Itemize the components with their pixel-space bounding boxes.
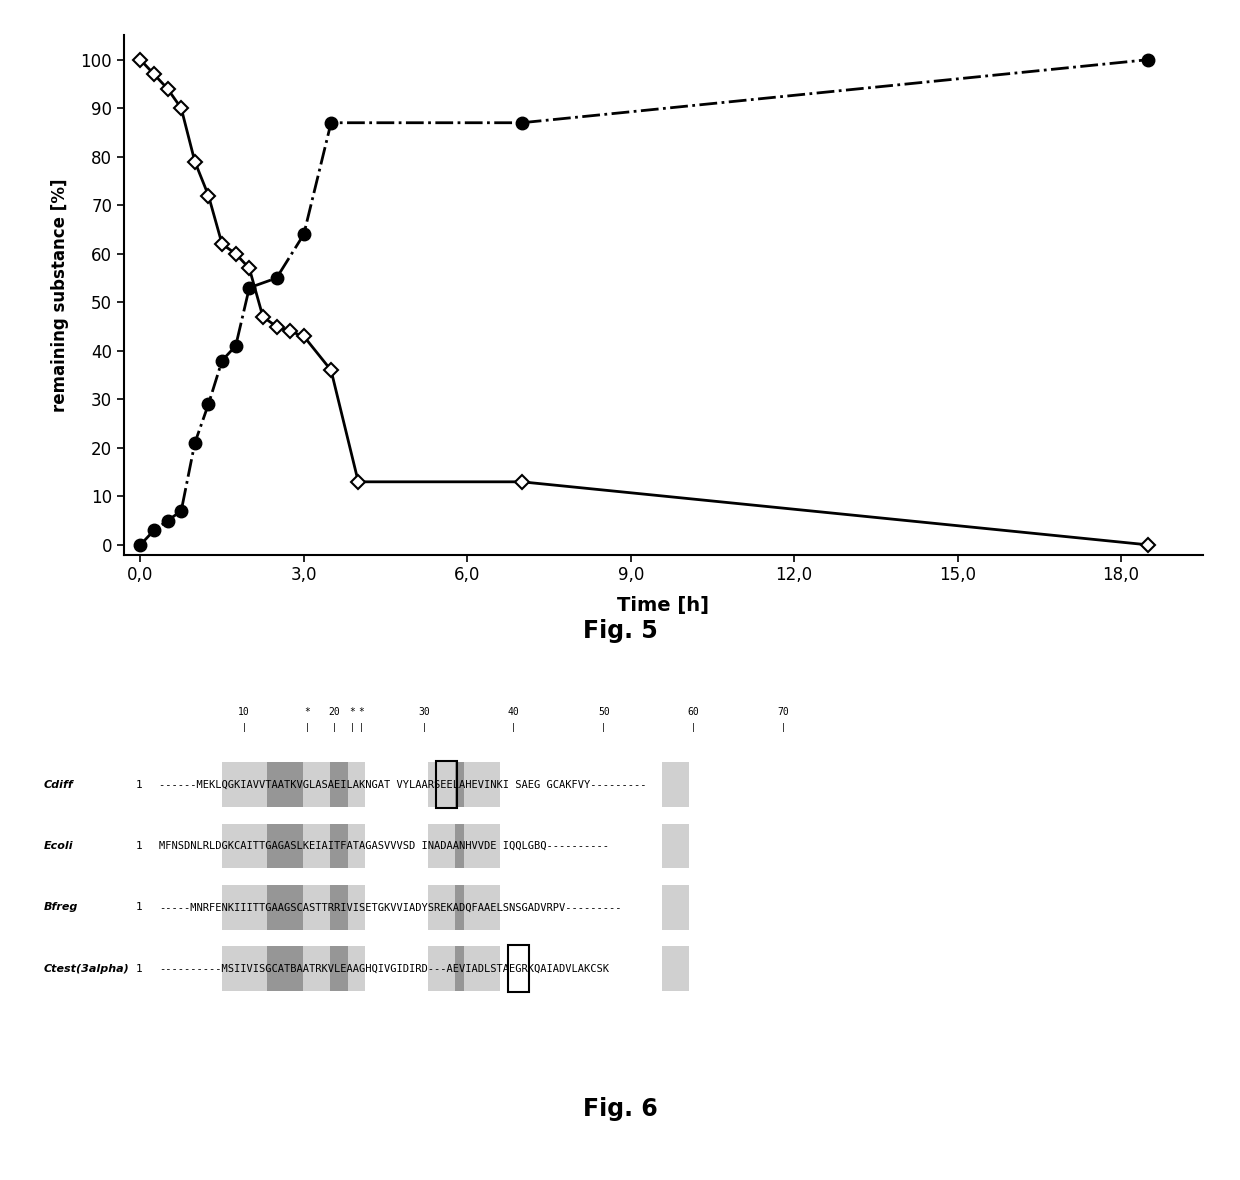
Text: Cdiff: Cdiff	[43, 780, 73, 789]
Text: Ctest(3alpha): Ctest(3alpha)	[43, 964, 129, 974]
Text: *: *	[350, 708, 355, 717]
Text: |: |	[242, 722, 247, 732]
Text: 50: 50	[598, 708, 610, 717]
Text: 1: 1	[136, 903, 143, 912]
Text: Bfreg: Bfreg	[43, 903, 78, 912]
Text: |: |	[781, 722, 786, 732]
Text: 1: 1	[136, 964, 143, 974]
Text: 30: 30	[418, 708, 430, 717]
Text: Fig. 5: Fig. 5	[583, 620, 657, 643]
Text: 70: 70	[777, 708, 790, 717]
Text: |: |	[305, 722, 310, 732]
Text: ----------MSIIVISGCATBAATRKVLEAAGHQIVGIDIRD---AEVIADLSTAEGRKQAIADVLAKCSK: ----------MSIIVISGCATBAATRKVLEAAGHQIVGID…	[159, 964, 609, 974]
Text: -----MNRFENKIIITTGAAGSCASTTRRIVISETGKVVIADYSREKADQFAAELSNSGADVRPV---------: -----MNRFENKIIITTGAAGSCASTTRRIVISETGKVVI…	[159, 903, 621, 912]
Text: 60: 60	[688, 708, 699, 717]
Text: 10: 10	[238, 708, 250, 717]
Text: 1: 1	[136, 841, 143, 851]
Text: |: |	[511, 722, 516, 732]
Text: |: |	[422, 722, 427, 732]
Text: |: |	[331, 722, 336, 732]
Text: ------MEKLQGKIAVVTAATKVGLASAEILAKNGAT VYLAARSEELAHEVINKI SAEG GCAKFVY---------: ------MEKLQGKIAVVTAATKVGLASAEILAKNGAT VY…	[159, 780, 646, 789]
Text: Fig. 6: Fig. 6	[583, 1097, 657, 1121]
Text: MFNSDNLRLDGKCAITTGAGASLKEIAITFATAGASVVVSD INADAANHVVDE IQQLGBQ----------: MFNSDNLRLDGKCAITTGAGASLKEIAITFATAGASVVVS…	[159, 841, 609, 851]
Text: *: *	[358, 708, 363, 717]
Text: |: |	[601, 722, 606, 732]
Text: |: |	[691, 722, 696, 732]
Text: Ecoli: Ecoli	[43, 841, 73, 851]
Text: |: |	[350, 722, 355, 732]
Text: 40: 40	[508, 708, 520, 717]
X-axis label: Time [h]: Time [h]	[618, 596, 709, 615]
Y-axis label: remaining substance [%]: remaining substance [%]	[51, 178, 69, 412]
Text: *: *	[304, 708, 310, 717]
Text: |: |	[358, 722, 363, 732]
Text: 20: 20	[329, 708, 340, 717]
Text: 1: 1	[136, 780, 143, 789]
